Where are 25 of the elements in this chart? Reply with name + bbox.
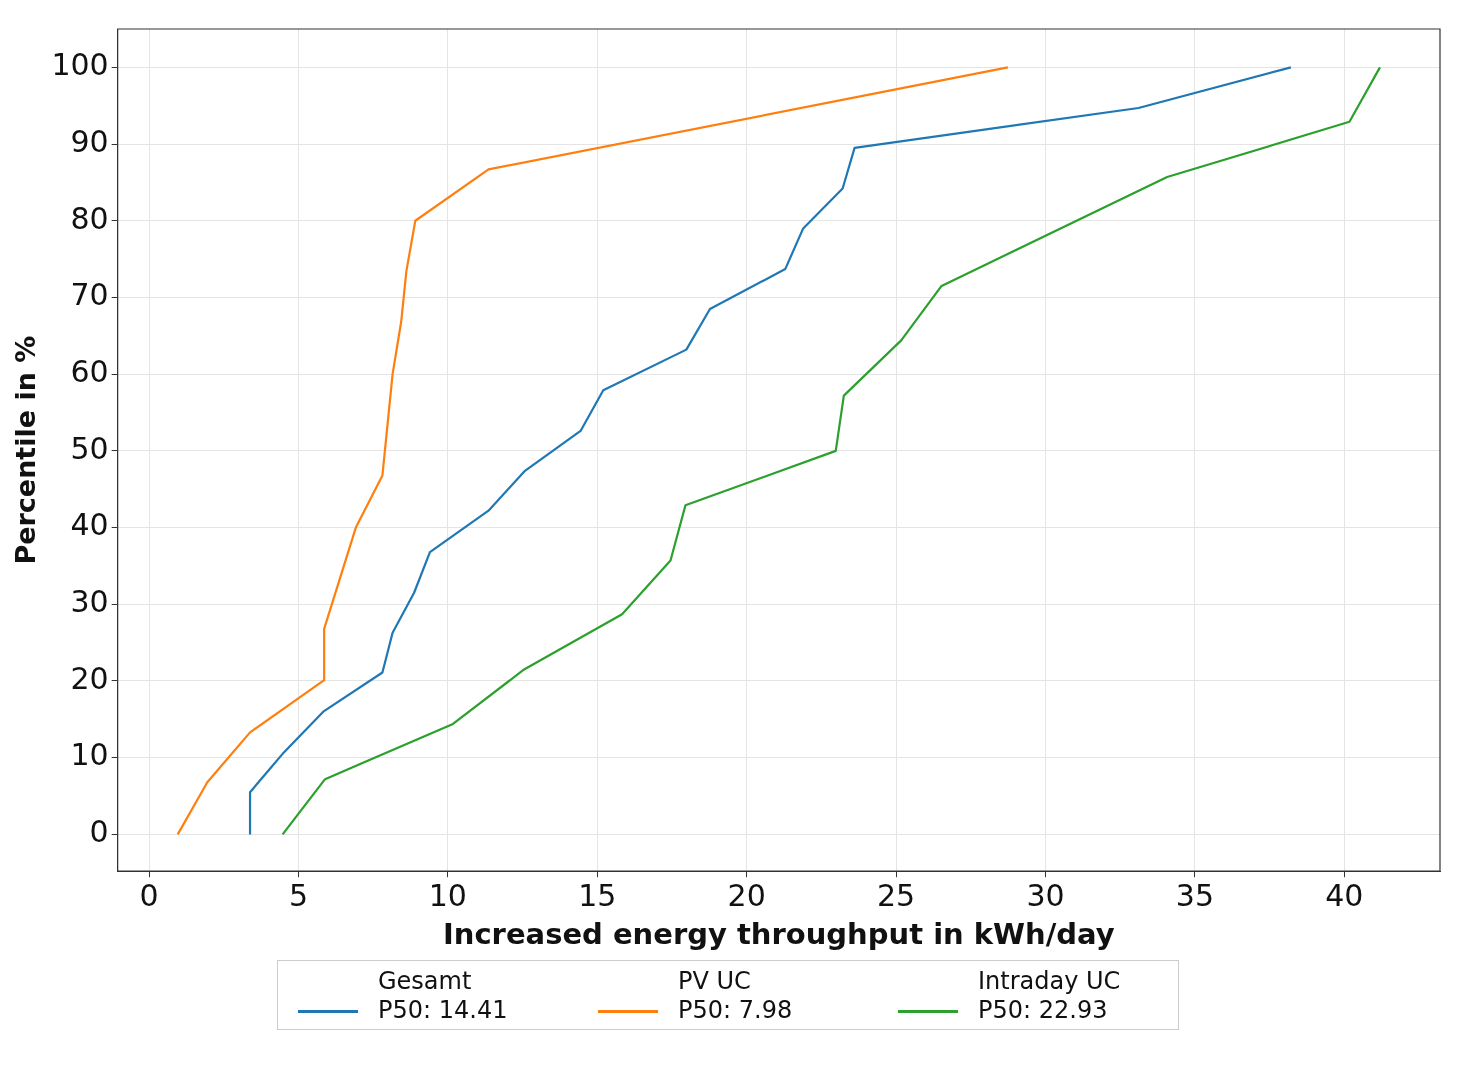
x-tick-label: 40 — [1325, 878, 1364, 913]
x-tick-label: 25 — [877, 878, 916, 913]
x-axis-title: Increased energy throughput in kWh/day — [442, 917, 1115, 952]
x-tick-label: 0 — [139, 878, 159, 913]
y-tick-label: 20 — [70, 660, 109, 696]
x-tick-label: 5 — [288, 878, 308, 913]
legend-label: Gesamt P50: 14.41 — [378, 967, 508, 1025]
x-tick-label: 35 — [1175, 878, 1215, 913]
x-tick-label: 30 — [1026, 878, 1065, 913]
y-tick-label: 60 — [70, 353, 109, 389]
x-tick-label: 10 — [428, 878, 467, 913]
legend-label: Intraday UC P50: 22.93 — [978, 967, 1121, 1025]
x-tick-label: 15 — [578, 878, 617, 913]
y-tick-label: 50 — [70, 430, 109, 466]
y-tick-label: 30 — [70, 584, 109, 620]
y-tick-label: 100 — [51, 47, 109, 83]
y-tick-label: 0 — [89, 814, 109, 850]
y-tick-label: 70 — [70, 277, 109, 313]
y-tick-label: 40 — [70, 507, 109, 543]
x-tick-label: 20 — [727, 878, 766, 913]
y-tick-label: 10 — [70, 737, 109, 773]
y-tick-label: 80 — [70, 200, 109, 236]
y-axis-title: Percentile in % — [10, 335, 42, 565]
y-tick-label: 90 — [70, 123, 109, 159]
legend-label: PV UC P50: 7.98 — [678, 967, 793, 1025]
